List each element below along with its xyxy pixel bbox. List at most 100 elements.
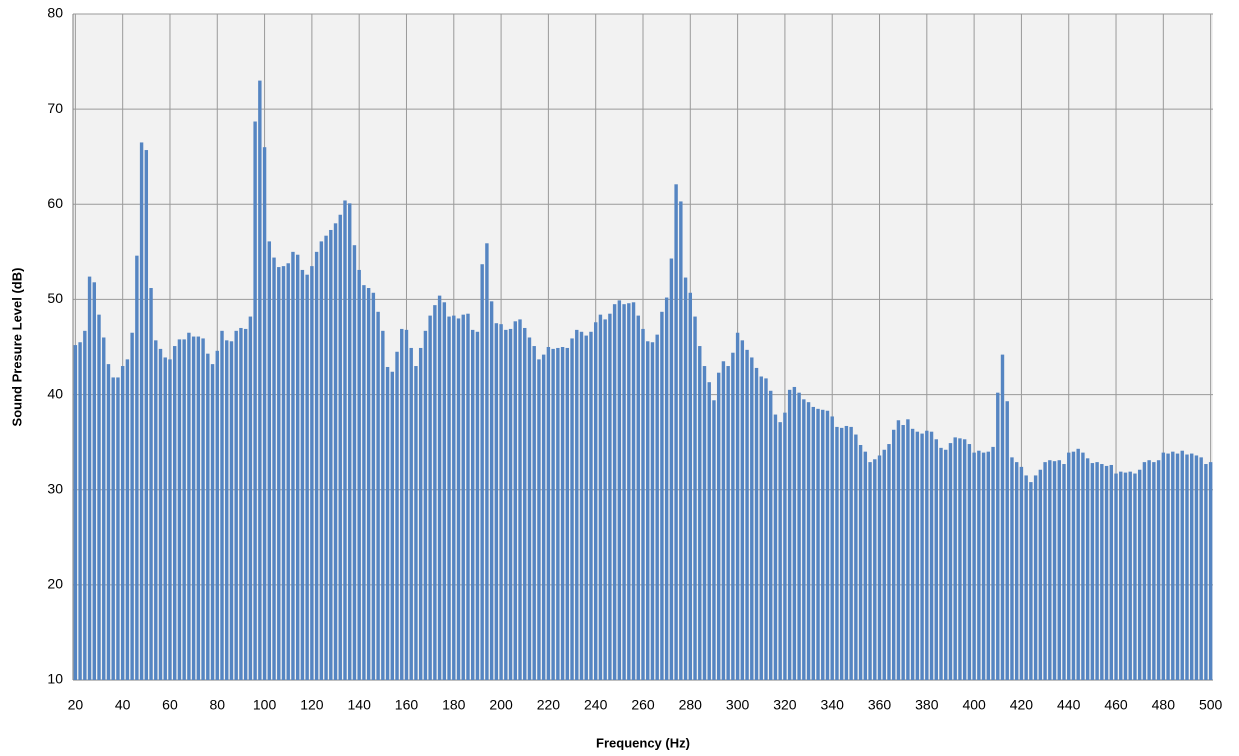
x-tick-label: 160 [395,697,419,713]
y-tick-label: 10 [47,671,63,687]
bar [437,295,442,680]
bar [400,328,404,680]
bar [556,347,560,680]
bar [1109,464,1114,680]
bar [1104,465,1109,680]
bar [759,376,763,680]
bar [551,348,555,680]
bar [366,288,371,680]
bar [319,241,324,681]
bar [196,336,201,680]
bar [906,419,910,680]
bar [674,184,678,680]
bars [73,80,1213,681]
bar [504,329,508,680]
bar [631,302,636,680]
bar [277,267,281,680]
x-tick-label: 460 [1104,697,1128,713]
x-tick-label: 240 [584,697,608,713]
bar [220,330,224,680]
bar [1114,473,1118,680]
bar [149,288,153,680]
bar [258,80,262,681]
bar [1137,469,1142,680]
x-tick-label: 340 [821,697,845,713]
bar [1190,453,1194,680]
bar [471,329,475,680]
bar [73,345,78,680]
y-tick-label: 80 [47,5,63,21]
bar [1048,460,1052,680]
bar [329,229,333,680]
bar [348,203,352,680]
bar [333,223,338,681]
bar [523,327,527,680]
x-tick-label: 200 [489,697,513,713]
bar [1175,453,1180,680]
bar [565,347,570,680]
bar [570,338,574,680]
bar [977,450,981,680]
bar [172,346,177,680]
bar [830,416,834,680]
bar [641,328,645,680]
bar [1199,457,1203,680]
bar [87,276,92,680]
bar [962,439,967,680]
bar [1005,401,1009,680]
bar [1152,462,1156,680]
bar [187,332,191,680]
bar [414,366,418,680]
bar [116,377,120,680]
bar [452,315,456,680]
y-tick-label: 30 [47,480,63,496]
bar [892,429,896,680]
bar [1161,452,1166,680]
bar [300,269,305,680]
bar [234,330,238,680]
bar [650,342,655,680]
bar [409,347,413,680]
bar [286,263,290,680]
x-tick-label: 440 [1057,697,1081,713]
bar [593,322,598,680]
x-tick-label: 360 [868,697,892,713]
x-tick-label: 180 [442,697,466,713]
bar [612,304,617,680]
x-axis-title: Frequency (Hz) [596,735,690,750]
bar [433,305,437,680]
x-tick-label: 480 [1152,697,1176,713]
bar [792,386,797,680]
bar [769,390,773,680]
bar [712,400,716,680]
bar [1052,461,1057,680]
bar [1194,455,1199,680]
bar [939,447,943,680]
x-tick-label: 140 [348,697,372,713]
bar [707,382,711,680]
bar [291,251,295,680]
bar [1033,475,1038,680]
bar [1000,354,1005,680]
bar [560,347,565,680]
bar [154,340,158,680]
bar [390,371,394,680]
bar [537,359,541,680]
bar [78,342,82,680]
bar [201,338,205,680]
bar [1123,472,1128,680]
bar [996,392,1000,680]
bar [423,330,428,680]
bar [929,431,934,680]
bar [281,266,286,680]
bar [1147,460,1151,680]
bar [981,452,986,680]
bar [1119,471,1123,680]
bar [986,451,991,680]
bar [1204,464,1208,680]
bar [693,316,697,680]
bar [267,241,272,681]
bar [664,297,669,680]
bar [948,443,953,680]
bar [1171,451,1175,680]
